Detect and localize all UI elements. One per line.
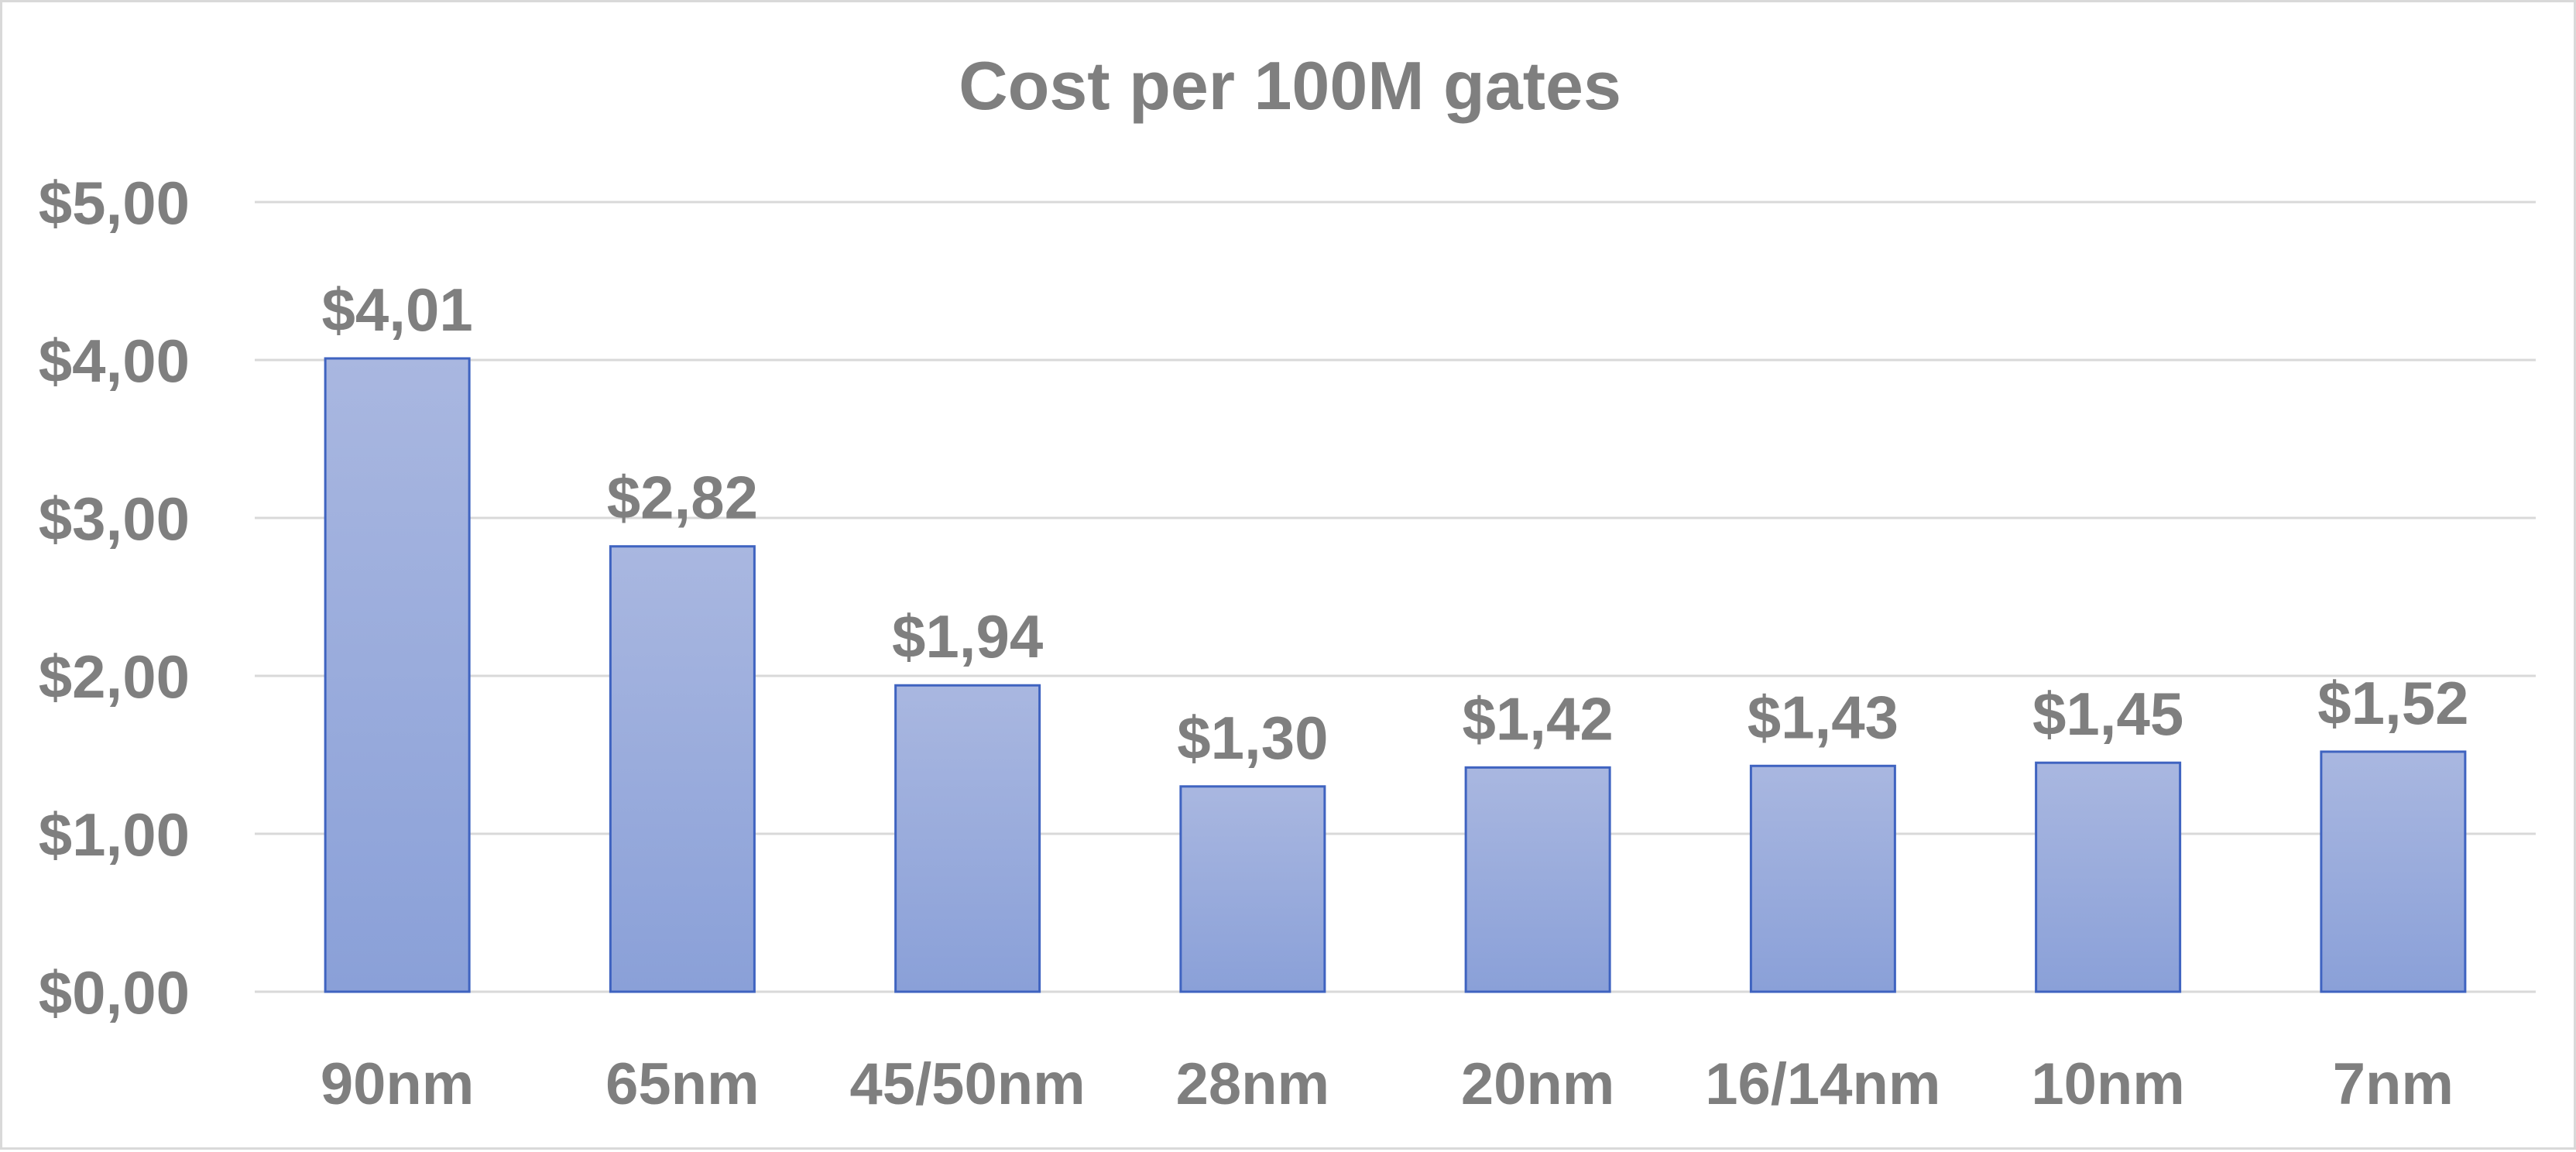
data-label: $1,52 [2317, 669, 2468, 737]
bars [324, 357, 2467, 993]
x-category-label: 90nm [321, 1051, 475, 1117]
gridlines [255, 201, 2536, 993]
y-tick-label: $0,00 [39, 958, 190, 1027]
bar-16-14nm [1749, 764, 1896, 993]
x-category-label: 16/14nm [1705, 1051, 1940, 1117]
data-label: $1,42 [1463, 684, 1614, 753]
data-label: $2,82 [607, 464, 758, 532]
y-tick-label: $2,00 [39, 643, 190, 711]
bar-45-50nm [894, 684, 1041, 993]
y-tick-label: $4,00 [39, 327, 190, 395]
y-axis-tick-labels: $0,00 $1,00 $2,00 $3,00 $4,00 $5,00 [39, 169, 190, 1027]
data-label: $1,45 [2032, 680, 2183, 748]
bar-20nm [1464, 766, 1611, 993]
x-category-label: 20nm [1461, 1051, 1615, 1117]
y-tick-label: $1,00 [39, 801, 190, 869]
x-category-label: 7nm [2333, 1051, 2454, 1117]
data-label: $4,01 [322, 276, 473, 344]
data-label: $1,43 [1748, 683, 1899, 751]
x-axis-category-labels: 90nm 65nm 45/50nm 28nm 20nm 16/14nm 10nm 7nm [321, 1051, 2454, 1117]
x-category-label: 45/50nm [850, 1051, 1086, 1117]
bar-10nm [2035, 761, 2182, 993]
x-category-label: 65nm [605, 1051, 760, 1117]
data-label: $1,94 [892, 602, 1043, 670]
bar-65nm [609, 545, 756, 993]
data-labels: $4,01 $2,82 $1,94 $1,30 $1,42 $1,43 $1,45 $1,52 [322, 276, 2469, 772]
chart-title: Cost per 100M gates [959, 47, 1621, 124]
x-category-label: 10nm [2031, 1051, 2185, 1117]
bar-7nm [2320, 750, 2467, 993]
y-tick-label: $3,00 [39, 485, 190, 553]
bar-90nm [324, 357, 471, 993]
y-tick-label: $5,00 [39, 169, 190, 237]
data-label: $1,30 [1177, 704, 1328, 772]
x-category-label: 28nm [1176, 1051, 1330, 1117]
bar-28nm [1179, 785, 1326, 993]
